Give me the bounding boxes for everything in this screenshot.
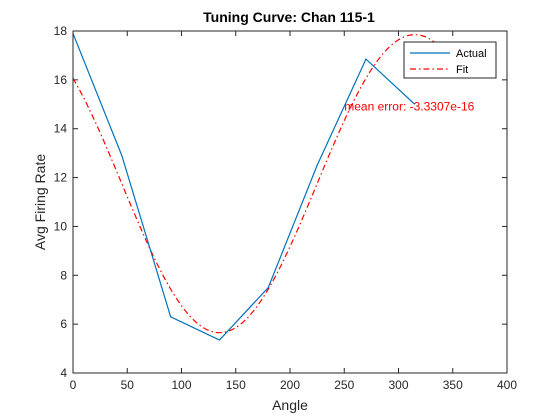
plot-background bbox=[73, 31, 507, 373]
series-actual-line bbox=[72, 33, 416, 341]
y-tick-label: 4 bbox=[60, 366, 67, 380]
chart-title: Tuning Curve: Chan 115-1 bbox=[203, 9, 375, 25]
mean-error-annotation: mean error: -3.3307e-16 bbox=[344, 100, 474, 114]
y-tick-label: 14 bbox=[54, 122, 68, 136]
x-tick-label: 350 bbox=[443, 378, 463, 392]
y-tick-label: 8 bbox=[60, 268, 67, 282]
x-axis-label: Angle bbox=[272, 397, 308, 413]
y-tick-label: 12 bbox=[54, 171, 68, 185]
legend: Actual Fit bbox=[403, 41, 497, 79]
x-tick-label: 100 bbox=[171, 378, 191, 392]
y-tick-labels: 4 6 8 10 12 14 16 18 bbox=[54, 24, 68, 380]
y-tick-label: 18 bbox=[54, 24, 68, 38]
x-tick-labels: 0 50 100 150 200 250 300 350 400 bbox=[70, 378, 518, 392]
legend-label-actual: Actual bbox=[456, 48, 487, 60]
series-fit-line bbox=[72, 34, 465, 334]
x-tick-label: 0 bbox=[70, 378, 77, 392]
series-layer bbox=[72, 33, 465, 341]
x-tick-label: 200 bbox=[280, 378, 300, 392]
legend-box bbox=[403, 41, 497, 79]
legend-label-fit: Fit bbox=[456, 64, 468, 76]
y-tick-label: 10 bbox=[54, 219, 68, 233]
x-tick-label: 300 bbox=[388, 378, 408, 392]
y-tick-label: 16 bbox=[54, 73, 68, 87]
x-tick-label: 400 bbox=[497, 378, 517, 392]
x-tick-label: 150 bbox=[226, 378, 246, 392]
x-tick-label: 250 bbox=[334, 378, 354, 392]
plot-area: 0 50 100 150 200 250 300 350 400 4 6 8 10 12 14 16 18 bbox=[54, 24, 518, 392]
plot-frame bbox=[72, 30, 508, 374]
y-tick-label: 6 bbox=[60, 317, 67, 331]
x-tick-label: 50 bbox=[121, 378, 135, 392]
y-axis-label: Avg Firing Rate bbox=[32, 154, 48, 250]
